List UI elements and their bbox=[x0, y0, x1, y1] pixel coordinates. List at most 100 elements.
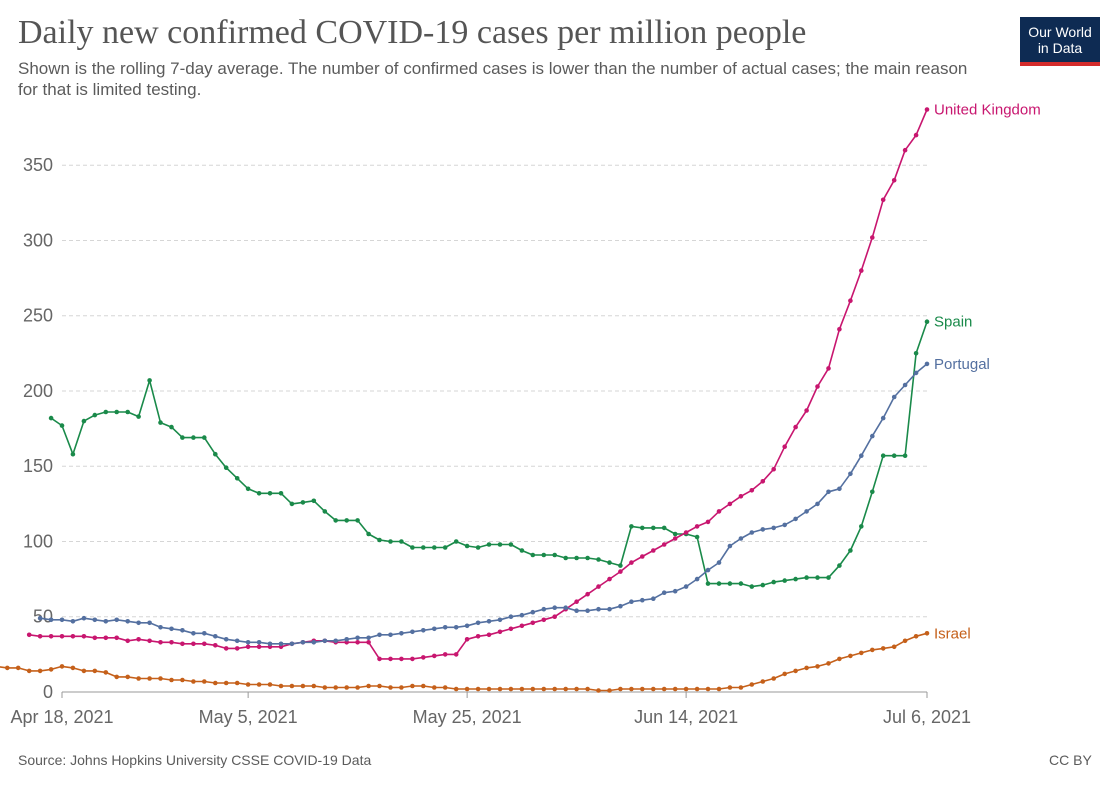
data-point bbox=[760, 582, 766, 588]
data-point bbox=[563, 605, 568, 610]
data-point bbox=[125, 674, 130, 680]
data-point bbox=[421, 545, 426, 550]
y-tick-label: 50 bbox=[33, 607, 53, 627]
data-point bbox=[771, 676, 776, 681]
data-point bbox=[267, 491, 273, 496]
data-point bbox=[738, 494, 744, 499]
data-point bbox=[169, 640, 174, 645]
data-point bbox=[924, 631, 930, 636]
data-point bbox=[5, 665, 10, 671]
data-point bbox=[859, 524, 864, 529]
data-point bbox=[880, 197, 886, 203]
data-point bbox=[574, 599, 579, 604]
data-point bbox=[924, 361, 930, 367]
data-point bbox=[541, 606, 547, 612]
series-label[interactable]: United Kingdom bbox=[934, 102, 1041, 119]
data-point bbox=[661, 542, 667, 547]
data-point bbox=[388, 656, 393, 662]
series-portugal[interactable] bbox=[37, 361, 930, 647]
data-point bbox=[453, 652, 459, 657]
series-label[interactable]: Portugal bbox=[934, 356, 990, 373]
data-point bbox=[432, 626, 437, 632]
data-point bbox=[70, 451, 76, 457]
data-point bbox=[158, 640, 163, 645]
data-point bbox=[738, 581, 744, 586]
data-point bbox=[256, 644, 262, 650]
data-point bbox=[70, 634, 76, 639]
series-israel[interactable] bbox=[0, 631, 930, 693]
series-label[interactable]: Spain bbox=[934, 314, 972, 331]
data-point bbox=[48, 415, 54, 421]
data-point bbox=[213, 643, 218, 648]
data-point bbox=[202, 641, 207, 647]
data-point bbox=[541, 552, 547, 558]
data-point bbox=[880, 453, 886, 459]
data-point bbox=[399, 656, 404, 662]
data-point bbox=[366, 640, 371, 645]
data-point bbox=[859, 268, 864, 273]
data-point bbox=[475, 545, 481, 550]
data-point bbox=[870, 489, 875, 495]
series-spain[interactable] bbox=[48, 319, 930, 589]
data-point bbox=[26, 632, 32, 638]
series-label[interactable]: Israel bbox=[934, 625, 971, 642]
data-point bbox=[727, 581, 733, 586]
data-point bbox=[278, 683, 284, 689]
data-point bbox=[114, 409, 119, 415]
data-point bbox=[640, 686, 645, 692]
data-point bbox=[191, 631, 196, 636]
data-point bbox=[366, 531, 371, 537]
data-point bbox=[530, 686, 536, 692]
data-point bbox=[410, 656, 415, 662]
data-point bbox=[793, 516, 798, 522]
data-point bbox=[793, 424, 798, 430]
data-point bbox=[815, 664, 820, 669]
license-link[interactable]: CC BY bbox=[1049, 752, 1092, 768]
series-united-kingdom[interactable] bbox=[26, 107, 930, 662]
data-point bbox=[771, 579, 776, 585]
data-point bbox=[815, 501, 820, 507]
data-point bbox=[629, 524, 634, 529]
data-point bbox=[202, 679, 207, 684]
data-point bbox=[421, 683, 426, 689]
x-tick-label: Jul 6, 2021 bbox=[883, 707, 971, 727]
series-line bbox=[29, 109, 928, 660]
data-point bbox=[497, 629, 503, 635]
data-point bbox=[672, 686, 678, 692]
data-point bbox=[48, 667, 54, 672]
data-point bbox=[136, 620, 141, 626]
data-point bbox=[147, 620, 152, 626]
data-point bbox=[585, 591, 590, 597]
data-point bbox=[289, 683, 295, 689]
data-point bbox=[574, 686, 579, 692]
data-point bbox=[147, 378, 152, 383]
data-point bbox=[913, 634, 919, 639]
data-point bbox=[716, 560, 722, 565]
data-point bbox=[322, 685, 328, 690]
data-point bbox=[388, 685, 393, 690]
data-point bbox=[333, 638, 339, 644]
source-note: Source: Johns Hopkins University CSSE CO… bbox=[18, 752, 372, 768]
data-point bbox=[475, 686, 481, 692]
data-point bbox=[59, 634, 65, 639]
axes: 0 50 100 150 200 250 300 350 Apr 18, 2021 May 5, … bbox=[10, 155, 971, 727]
data-point bbox=[804, 575, 809, 580]
data-point bbox=[694, 576, 700, 582]
data-point bbox=[136, 414, 141, 419]
data-point bbox=[705, 519, 711, 525]
data-point bbox=[497, 617, 503, 623]
y-tick-label: 300 bbox=[23, 230, 53, 250]
data-point bbox=[552, 605, 557, 610]
data-point bbox=[180, 628, 185, 633]
data-point bbox=[103, 619, 109, 624]
data-point bbox=[377, 537, 382, 543]
data-point bbox=[519, 623, 525, 629]
data-point bbox=[891, 644, 897, 650]
data-point bbox=[541, 617, 547, 623]
data-point bbox=[793, 576, 798, 582]
data-point bbox=[300, 500, 306, 505]
owid-logo[interactable]: Our World in Data bbox=[1020, 17, 1100, 66]
data-point bbox=[81, 668, 87, 674]
data-point bbox=[475, 634, 481, 639]
